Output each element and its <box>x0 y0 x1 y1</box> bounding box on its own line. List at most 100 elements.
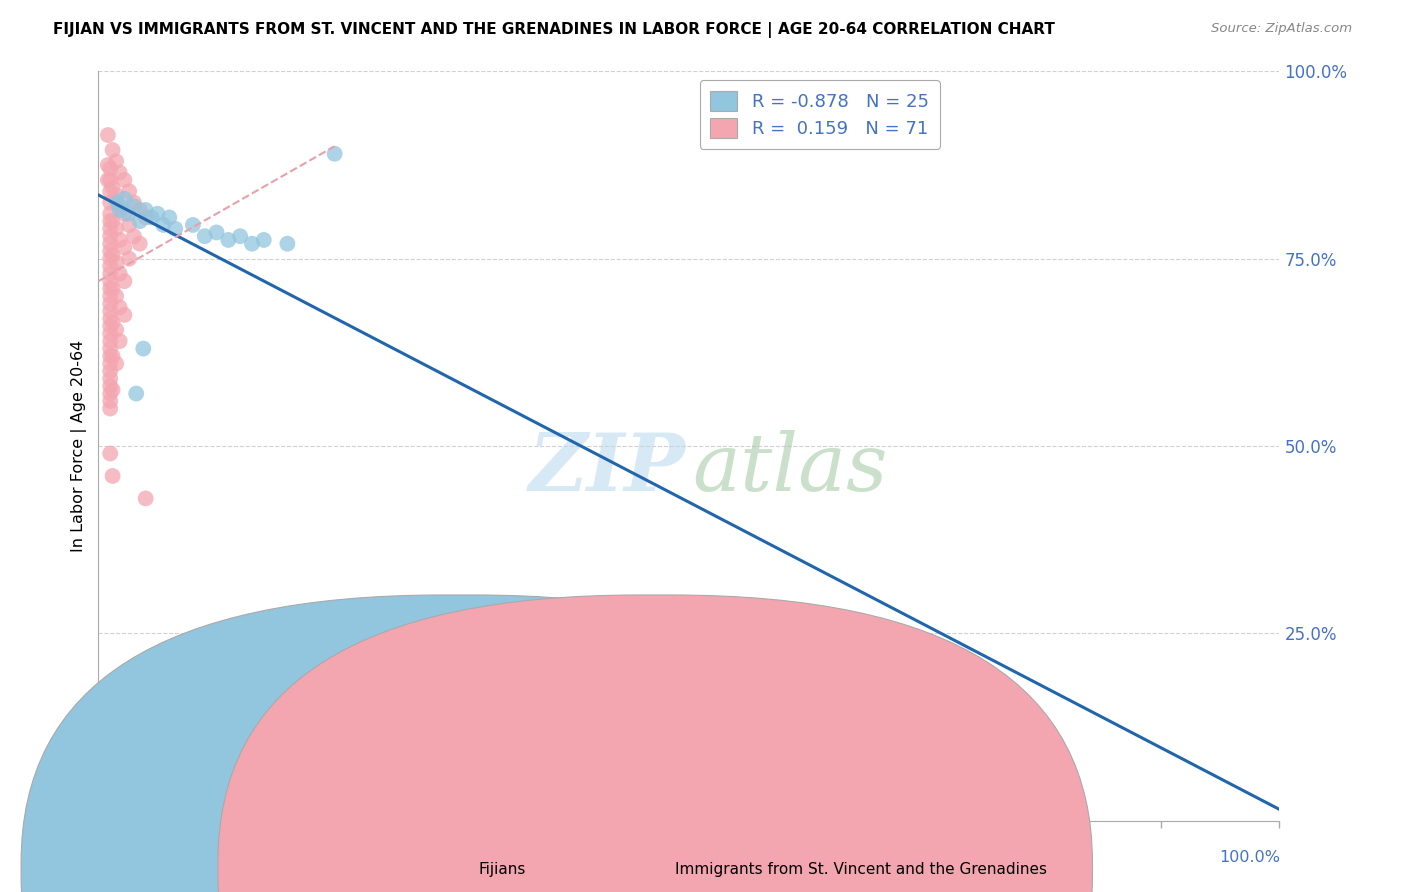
Point <box>205 226 228 240</box>
Point <box>276 236 298 251</box>
Point <box>122 199 145 213</box>
Point <box>108 202 131 217</box>
Point <box>108 233 131 247</box>
Point <box>105 188 128 202</box>
Point <box>157 211 180 225</box>
Point <box>122 195 145 210</box>
Point <box>105 154 128 169</box>
Point <box>98 371 121 385</box>
Point <box>98 214 121 228</box>
Point <box>98 446 121 460</box>
Point <box>112 207 135 221</box>
Text: Immigrants from St. Vincent and the Grenadines: Immigrants from St. Vincent and the Gren… <box>675 863 1047 877</box>
Legend: R = -0.878   N = 25, R =  0.159   N = 71: R = -0.878 N = 25, R = 0.159 N = 71 <box>700 80 939 149</box>
Point <box>98 311 121 326</box>
Point <box>101 143 124 157</box>
Point <box>108 267 131 281</box>
Point <box>98 236 121 251</box>
Point <box>105 357 128 371</box>
Point <box>98 229 121 244</box>
Point <box>101 315 124 329</box>
Point <box>98 244 121 259</box>
Point <box>118 218 141 232</box>
Text: ZIP: ZIP <box>529 430 685 508</box>
Point <box>117 207 139 221</box>
Point <box>98 289 121 303</box>
Y-axis label: In Labor Force | Age 20-64: In Labor Force | Age 20-64 <box>72 340 87 552</box>
Point <box>128 236 150 251</box>
Point <box>194 229 217 244</box>
Point <box>105 289 128 303</box>
Point <box>796 742 818 756</box>
Point <box>101 469 124 483</box>
Point <box>98 267 121 281</box>
Point <box>152 218 174 232</box>
Point <box>98 173 121 187</box>
Point <box>112 308 135 322</box>
Point <box>98 296 121 310</box>
Point <box>240 236 263 251</box>
Point <box>146 207 169 221</box>
Text: FIJIAN VS IMMIGRANTS FROM ST. VINCENT AND THE GRENADINES IN LABOR FORCE | AGE 20: FIJIAN VS IMMIGRANTS FROM ST. VINCENT AN… <box>53 22 1056 38</box>
Point <box>135 211 157 225</box>
Text: 100.0%: 100.0% <box>1219 850 1281 865</box>
Point <box>97 158 120 172</box>
Point <box>105 221 128 235</box>
Point <box>112 173 135 187</box>
Point <box>181 218 204 232</box>
Point <box>101 214 124 228</box>
Point <box>105 323 128 337</box>
Point <box>108 199 131 213</box>
Point <box>98 282 121 296</box>
Point <box>98 221 121 235</box>
Point <box>135 202 157 217</box>
Point <box>98 394 121 409</box>
Text: Fijians: Fijians <box>478 863 526 877</box>
Point <box>98 259 121 273</box>
Point <box>98 379 121 393</box>
Point <box>105 195 128 210</box>
Point <box>108 301 131 315</box>
Point <box>101 282 124 296</box>
Point <box>118 252 141 266</box>
Text: Source: ZipAtlas.com: Source: ZipAtlas.com <box>1212 22 1353 36</box>
Point <box>108 165 131 179</box>
Point <box>98 342 121 356</box>
Point <box>135 491 157 506</box>
Point <box>97 173 120 187</box>
Point <box>122 229 145 244</box>
Point <box>128 214 150 228</box>
Point <box>112 192 135 206</box>
Point <box>125 386 148 401</box>
Point <box>323 146 346 161</box>
Point <box>101 180 124 194</box>
Point <box>118 184 141 198</box>
Point <box>98 349 121 363</box>
Point <box>165 221 187 235</box>
Point <box>101 383 124 397</box>
Point <box>128 202 150 217</box>
Point <box>141 211 163 225</box>
Point <box>112 274 135 288</box>
Point <box>101 248 124 262</box>
Point <box>98 364 121 378</box>
Point <box>98 161 121 176</box>
Point <box>97 128 120 142</box>
Point <box>1021 742 1043 756</box>
Point <box>98 274 121 288</box>
Point <box>217 233 239 247</box>
Point <box>229 229 252 244</box>
Point <box>132 342 155 356</box>
Point <box>98 184 121 198</box>
Text: 0.0%: 0.0% <box>97 850 138 865</box>
Point <box>98 207 121 221</box>
Text: atlas: atlas <box>693 430 887 508</box>
Point <box>98 386 121 401</box>
Point <box>98 252 121 266</box>
Point <box>112 240 135 254</box>
Point <box>98 319 121 334</box>
Point <box>253 233 276 247</box>
Point <box>98 304 121 318</box>
Point <box>98 195 121 210</box>
Point <box>98 334 121 348</box>
